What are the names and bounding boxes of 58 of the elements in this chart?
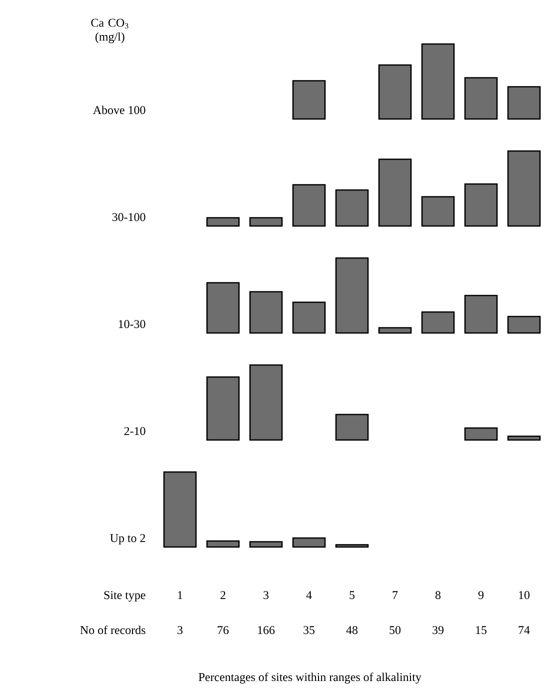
text: 15 <box>476 626 487 634</box>
bar <box>378 158 412 227</box>
bar <box>292 302 326 334</box>
text: 74 <box>518 626 530 634</box>
bar <box>292 80 326 120</box>
bar <box>335 414 369 441</box>
x-tick-label: 10 <box>519 591 530 600</box>
x-tick-label: 4 <box>306 591 312 599</box>
text: 50 <box>390 626 401 634</box>
text: 76 <box>218 626 229 634</box>
y-axis-title: Above 100 <box>93 106 146 114</box>
bar <box>421 43 455 120</box>
bar <box>421 311 455 334</box>
bar <box>507 316 541 334</box>
x-tick-label: 9 <box>478 591 484 600</box>
text: 3 <box>178 626 183 634</box>
bar <box>249 541 283 548</box>
bar <box>378 327 412 334</box>
y-axis-title: 2-10 <box>124 427 146 436</box>
bar <box>507 150 541 227</box>
bar <box>335 189 369 227</box>
y-axis-title: 30-100 <box>112 213 146 222</box>
bar <box>464 427 498 441</box>
text: 48 <box>346 626 358 634</box>
bar <box>464 294 498 334</box>
text: 39 <box>432 626 444 634</box>
bar <box>507 436 541 441</box>
bar <box>249 291 283 334</box>
bar <box>163 471 197 548</box>
bar <box>464 77 498 120</box>
x-tick-label: 3 <box>264 591 269 600</box>
x-tick-label: 5 <box>350 591 355 600</box>
bar <box>292 184 326 227</box>
x-axis-title: Percentages of sites within ranges of alkalinity <box>198 672 422 684</box>
text: Site type <box>104 591 146 602</box>
x-tick-label: 1 <box>178 591 182 599</box>
x-tick-label: 8 <box>435 591 441 600</box>
bar <box>249 364 283 441</box>
bar <box>421 196 455 227</box>
bar <box>206 217 240 227</box>
bar <box>206 282 240 334</box>
y-axis-title: Up to 2 <box>110 534 146 545</box>
text: 166 <box>258 626 275 634</box>
bar <box>206 540 240 548</box>
bar <box>378 64 412 120</box>
x-tick-label: 7 <box>392 591 398 599</box>
x-tick-label: 2 <box>220 591 226 599</box>
bar <box>206 376 240 441</box>
bar <box>335 257 369 334</box>
bar <box>335 544 369 548</box>
bar <box>507 86 541 120</box>
bar <box>464 183 498 227</box>
bar <box>292 537 326 548</box>
text: 35 <box>304 626 315 634</box>
text: No of records <box>80 626 146 634</box>
y-axis-title: 10-30 <box>118 320 146 328</box>
bar <box>249 217 283 227</box>
chart-title: Ca CO$_{3}$ (mg/l) <box>91 18 128 44</box>
